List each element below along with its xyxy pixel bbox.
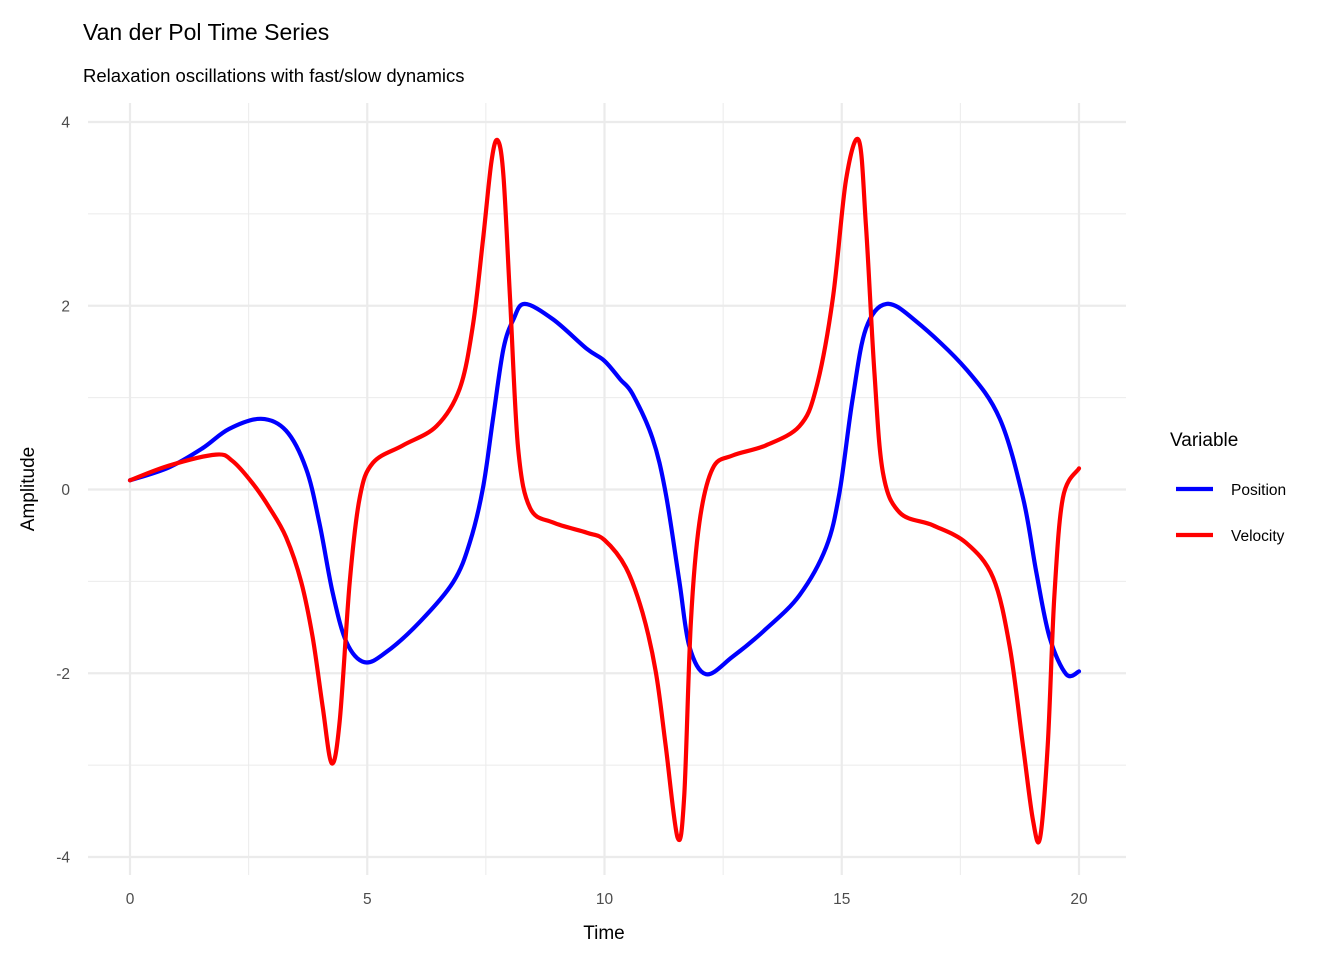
x-axis-title: Time <box>583 923 625 944</box>
x-tick-label: 20 <box>1070 891 1088 908</box>
y-tick-label: -4 <box>56 850 70 867</box>
plot-lines <box>127 136 1082 845</box>
legend-label: Velocity <box>1231 528 1285 545</box>
x-tick-label: 15 <box>833 891 850 908</box>
x-tick-label: 10 <box>596 891 614 908</box>
series-line-position <box>127 301 1082 679</box>
y-tick-label: -2 <box>56 666 70 683</box>
legend-title: Variable <box>1170 430 1238 451</box>
legend-label: Position <box>1231 482 1286 499</box>
tick-labels: 0 5 10 15 20 -4 -2 0 2 4 <box>56 115 1088 909</box>
y-tick-label: 0 <box>61 482 70 499</box>
y-tick-label: 4 <box>61 115 70 132</box>
grid <box>88 103 1126 875</box>
chart-subtitle: Relaxation oscillations with fast/slow d… <box>83 65 464 86</box>
chart-title: Van der Pol Time Series <box>83 19 329 45</box>
x-tick-label: 0 <box>126 891 135 908</box>
x-tick-label: 5 <box>363 891 372 908</box>
y-tick-label: 2 <box>61 298 70 315</box>
series-line-velocity <box>127 136 1082 845</box>
y-axis-title: Amplitude <box>18 447 39 532</box>
legend: Variable Position Velocity <box>1170 430 1286 545</box>
